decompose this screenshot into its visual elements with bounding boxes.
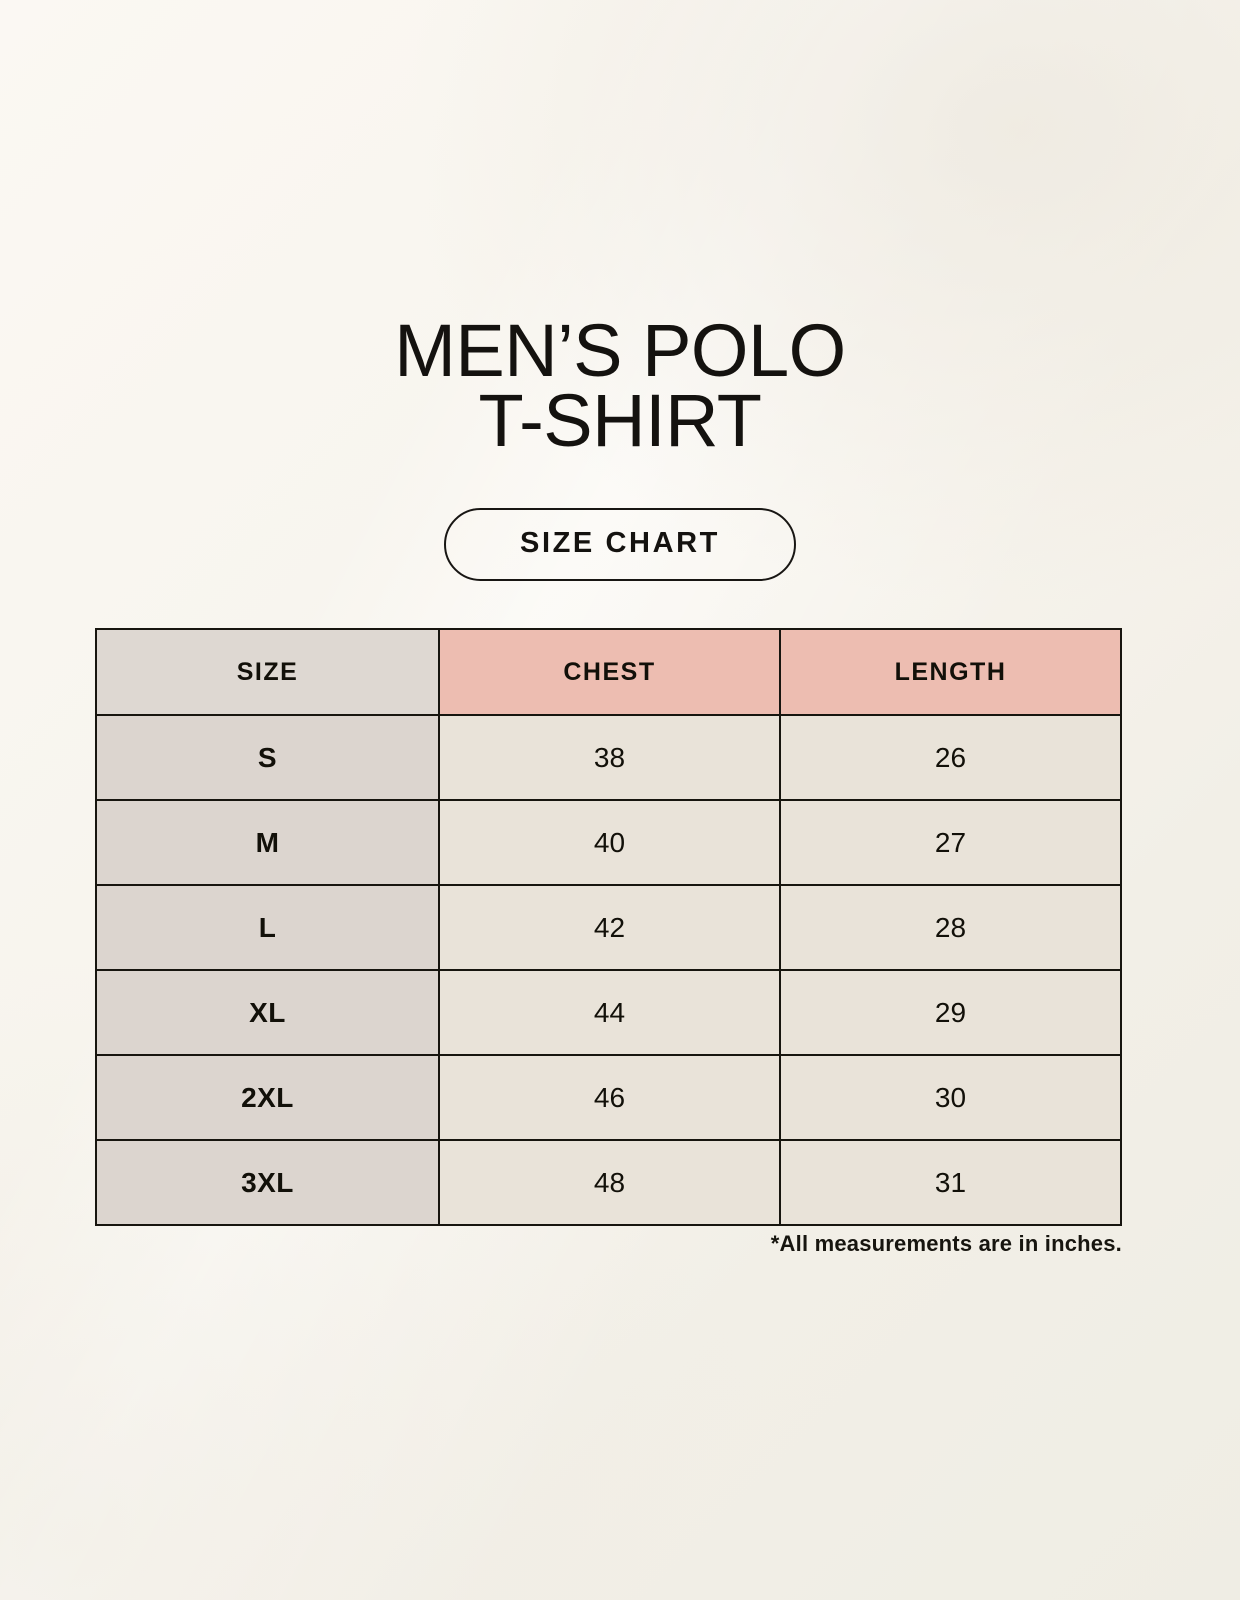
column-header-chest: CHEST <box>438 628 781 716</box>
column-header-size: SIZE <box>95 628 440 716</box>
table-row: 3XL 48 31 <box>95 1139 1122 1226</box>
cell-size: 3XL <box>95 1139 440 1226</box>
size-table-body: S 38 26 M 40 27 L 42 28 XL 44 29 <box>95 714 1122 1226</box>
size-table-wrapper: SIZE CHEST LENGTH S 38 26 M 40 27 L <box>95 628 1122 1226</box>
cell-size: 2XL <box>95 1054 440 1141</box>
size-chart-badge: SIZE CHART <box>444 508 796 581</box>
size-chart-badge-wrapper: SIZE CHART <box>0 508 1240 581</box>
size-table: SIZE CHEST LENGTH S 38 26 M 40 27 L <box>95 628 1122 1226</box>
cell-chest: 46 <box>438 1054 781 1141</box>
cell-length: 28 <box>779 884 1122 971</box>
cell-chest: 48 <box>438 1139 781 1226</box>
cell-chest: 38 <box>438 714 781 801</box>
cell-size: M <box>95 799 440 886</box>
table-row: XL 44 29 <box>95 969 1122 1056</box>
size-table-head: SIZE CHEST LENGTH <box>95 628 1122 716</box>
cell-size: S <box>95 714 440 801</box>
cell-size: L <box>95 884 440 971</box>
cell-length: 29 <box>779 969 1122 1056</box>
page-title-line-2: T-SHIRT <box>478 379 762 462</box>
table-row: S 38 26 <box>95 714 1122 801</box>
table-row: L 42 28 <box>95 884 1122 971</box>
column-header-length: LENGTH <box>779 628 1122 716</box>
table-row: 2XL 46 30 <box>95 1054 1122 1141</box>
cell-chest: 42 <box>438 884 781 971</box>
table-row: M 40 27 <box>95 799 1122 886</box>
cell-length: 26 <box>779 714 1122 801</box>
cell-length: 27 <box>779 799 1122 886</box>
measurement-units-note: *All measurements are in inches. <box>770 1231 1122 1256</box>
cell-chest: 40 <box>438 799 781 886</box>
page-title: MEN’S POLO T-SHIRT <box>0 314 1240 462</box>
cell-length: 31 <box>779 1139 1122 1226</box>
cell-size: XL <box>95 969 440 1056</box>
cell-chest: 44 <box>438 969 781 1056</box>
table-header-row: SIZE CHEST LENGTH <box>95 628 1122 716</box>
cell-length: 30 <box>779 1054 1122 1141</box>
